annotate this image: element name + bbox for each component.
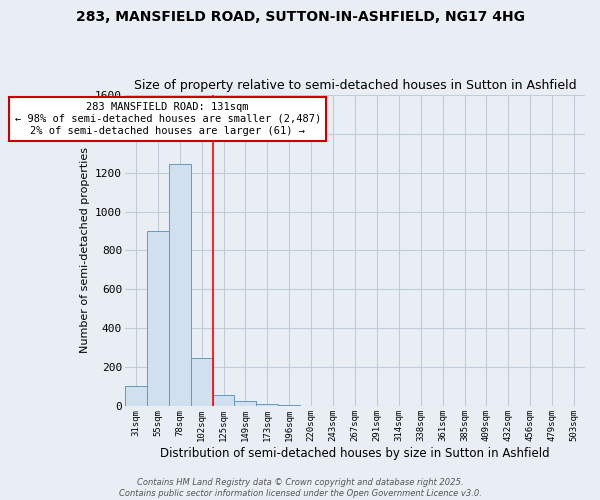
Bar: [256, 404, 278, 406]
Text: 283 MANSFIELD ROAD: 131sqm
← 98% of semi-detached houses are smaller (2,487)
2% : 283 MANSFIELD ROAD: 131sqm ← 98% of semi…: [14, 102, 321, 136]
Text: Contains HM Land Registry data © Crown copyright and database right 2025.
Contai: Contains HM Land Registry data © Crown c…: [119, 478, 481, 498]
Bar: [212, 396, 235, 406]
Text: 283, MANSFIELD ROAD, SUTTON-IN-ASHFIELD, NG17 4HG: 283, MANSFIELD ROAD, SUTTON-IN-ASHFIELD,…: [76, 10, 524, 24]
Bar: [235, 400, 256, 406]
Bar: [169, 164, 191, 406]
Bar: [191, 358, 212, 406]
Bar: [125, 386, 147, 406]
Title: Size of property relative to semi-detached houses in Sutton in Ashfield: Size of property relative to semi-detach…: [134, 79, 576, 92]
Y-axis label: Number of semi-detached properties: Number of semi-detached properties: [80, 148, 89, 354]
Bar: [147, 231, 169, 406]
Bar: [278, 405, 300, 406]
X-axis label: Distribution of semi-detached houses by size in Sutton in Ashfield: Distribution of semi-detached houses by …: [160, 447, 550, 460]
